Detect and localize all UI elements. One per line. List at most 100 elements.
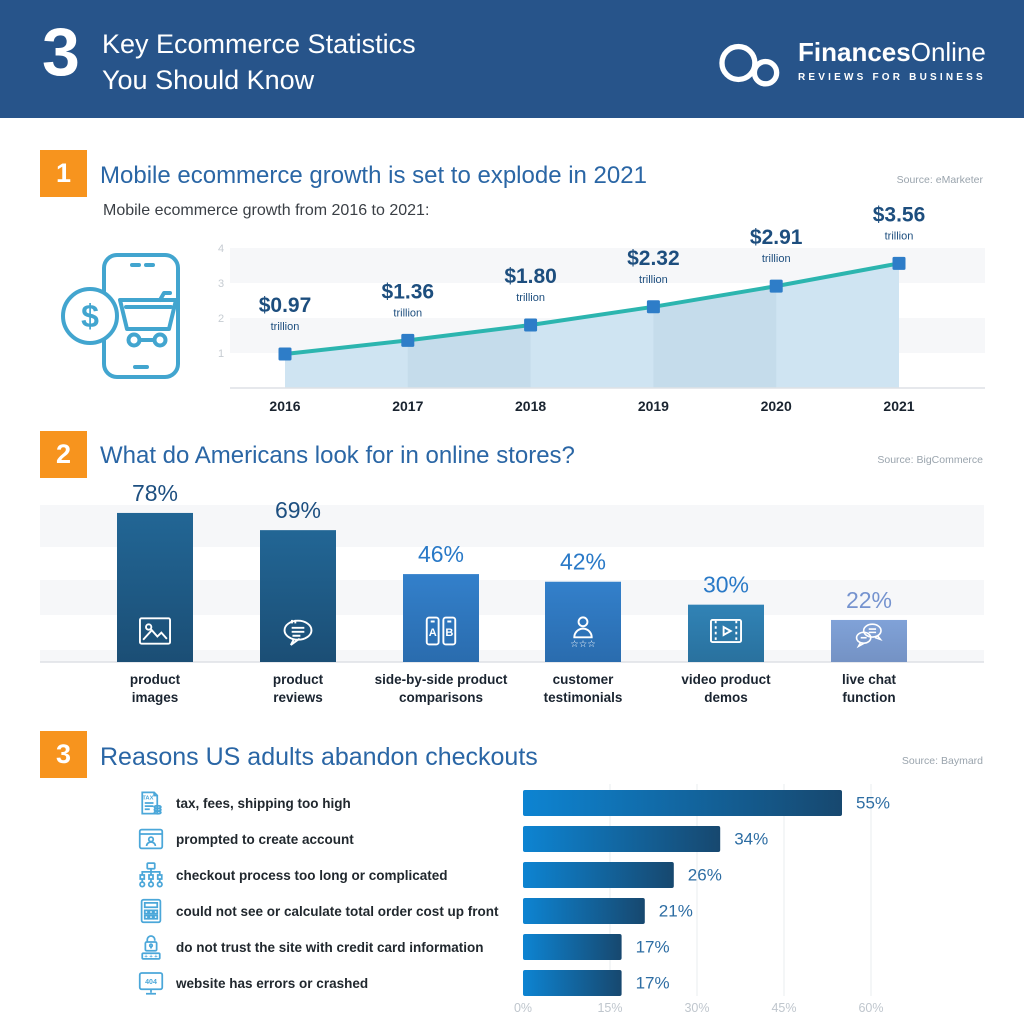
bar [545, 581, 621, 662]
point-unit-label: trillion [516, 292, 545, 304]
page-title: Key Ecommerce Statistics You Should Know [102, 26, 416, 99]
point-value-label: $1.80 [504, 265, 557, 288]
bar [523, 826, 721, 852]
bar-value-label: 46% [418, 541, 464, 567]
point-unit-label: trillion [762, 253, 791, 265]
error-icon [138, 972, 164, 995]
data-point [646, 300, 660, 314]
point-unit-label: trillion [885, 230, 914, 242]
reason-label: tax, fees, shipping too high [176, 796, 351, 811]
data-point [401, 333, 415, 347]
point-unit-label: trillion [639, 274, 668, 286]
section-3-source: Source: Baymard [901, 755, 983, 767]
x-axis-tick-label: 2021 [883, 398, 914, 414]
y-axis-tick-label: 4 [218, 243, 224, 255]
page-title-line1: Key Ecommerce Statistics [102, 29, 416, 59]
svg-text:$: $ [81, 298, 99, 334]
brand-name-bold: Finances [798, 37, 911, 67]
brand-name-light: Online [910, 37, 986, 67]
category-label: side-by-side product comparisons [375, 672, 508, 705]
brand-tagline: REVIEWS FOR BUSINESS [798, 71, 986, 83]
header-banner: 3 Key Ecommerce Statistics You Should Kn… [0, 0, 1024, 118]
section-2-badge: 2 [40, 431, 87, 478]
header-count: 3 [42, 14, 80, 90]
point-value-label: $0.97 [259, 294, 312, 317]
data-point [278, 347, 292, 361]
x-axis-tick-label: 30% [684, 1001, 709, 1015]
category-label: customer testimonials [544, 672, 623, 705]
section-2-title: What do Americans look for in online sto… [100, 442, 575, 469]
bar [260, 530, 336, 662]
process-icon [139, 862, 163, 888]
grid-band [40, 580, 984, 615]
section-3-title: Reasons US adults abandon checkouts [100, 743, 538, 771]
point-value-label: $3.56 [873, 203, 926, 226]
section-3-badge: 3 [40, 731, 87, 778]
reason-label: website has errors or crashed [175, 976, 368, 991]
x-axis-tick-label: 45% [771, 1001, 796, 1015]
checkout-abandonment-chart: 0% 15% 30% 45% 60% tax, fees, shipping too hi… [100, 780, 990, 1022]
x-axis-tick-label: 2018 [515, 398, 546, 414]
data-point [524, 318, 538, 332]
section-1-subtitle: Mobile ecommerce growth from 2016 to 202… [103, 202, 430, 219]
bar-value-label: 55% [856, 794, 890, 813]
x-axis-tick-label: 2017 [392, 398, 423, 414]
point-value-label: $2.91 [750, 226, 803, 249]
x-axis-tick-label: 60% [858, 1001, 883, 1015]
bar [523, 970, 622, 996]
mobile-growth-chart: 1 2 3 4 $0.97 trillion 2016 $1.36 trillion 2017 $1… [205, 196, 990, 424]
bar [523, 898, 645, 924]
y-axis-tick-label: 1 [218, 348, 224, 360]
bar-value-label: 22% [846, 587, 892, 613]
bar-value-label: 21% [659, 902, 693, 921]
page-title-line2: You Should Know [102, 65, 315, 96]
line-chart-svg: 1 2 3 4 $0.97 trillion 2016 $1.36 trillion 2017 $1… [218, 203, 985, 414]
bar [523, 790, 842, 816]
point-unit-label: trillion [271, 321, 300, 333]
brand-name: FinancesOnline [798, 38, 986, 67]
bar-value-label: 78% [132, 480, 178, 506]
point-value-label: $1.36 [382, 280, 435, 303]
bar-value-label: 42% [560, 549, 606, 575]
bar-chart-svg: 78% product images 69% product reviews 46% side… [40, 480, 984, 705]
section-1-title: Mobile ecommerce growth is set to explod… [100, 162, 647, 189]
bar-value-label: 17% [636, 974, 670, 993]
cloud-logo-icon [719, 43, 780, 87]
bar [403, 574, 479, 662]
y-axis-tick-label: 3 [218, 278, 224, 290]
bar-value-label: 34% [734, 830, 768, 849]
reason-label: could not see or calculate total order c… [176, 904, 499, 919]
area-fill [285, 263, 899, 388]
category-label: live chat function [842, 672, 897, 705]
bar [523, 934, 622, 960]
bar-value-label: 69% [275, 497, 321, 523]
point-value-label: $2.32 [627, 247, 680, 270]
bar [523, 862, 674, 888]
x-axis-tick-label: 2019 [638, 398, 669, 414]
mobile-shopping-icon: $ [61, 253, 180, 379]
brand-block: FinancesOnline REVIEWS FOR BUSINESS [798, 38, 986, 83]
hbar-chart-svg: 0% 15% 30% 45% 60% tax, fees, shipping too hi… [138, 784, 890, 1015]
x-axis-tick-label: 0% [514, 1001, 532, 1015]
y-axis-tick-label: 2 [218, 313, 224, 325]
bar-value-label: 17% [636, 938, 670, 957]
reason-label: prompted to create account [176, 832, 354, 847]
reason-label: do not trust the site with credit card i… [176, 940, 484, 955]
category-label: product images [130, 672, 181, 705]
section-2-source: Source: BigCommerce [877, 454, 983, 466]
calculator-icon [140, 898, 162, 924]
x-axis-tick-label: 2020 [761, 398, 792, 414]
category-label: product reviews [273, 672, 324, 705]
x-axis-tick-label: 15% [597, 1001, 622, 1015]
point-unit-label: trillion [393, 307, 422, 319]
bar-value-label: 26% [688, 866, 722, 885]
data-point [892, 256, 906, 270]
account-icon [138, 828, 164, 850]
reason-label: checkout process too long or complicated [176, 868, 448, 883]
store-features-chart: 78% product images 69% product reviews 46% side… [40, 472, 984, 724]
trend-line [284, 261, 900, 357]
grid-band [40, 505, 984, 547]
bar-value-label: 30% [703, 572, 749, 598]
section-1-badge: 1 [40, 150, 87, 197]
